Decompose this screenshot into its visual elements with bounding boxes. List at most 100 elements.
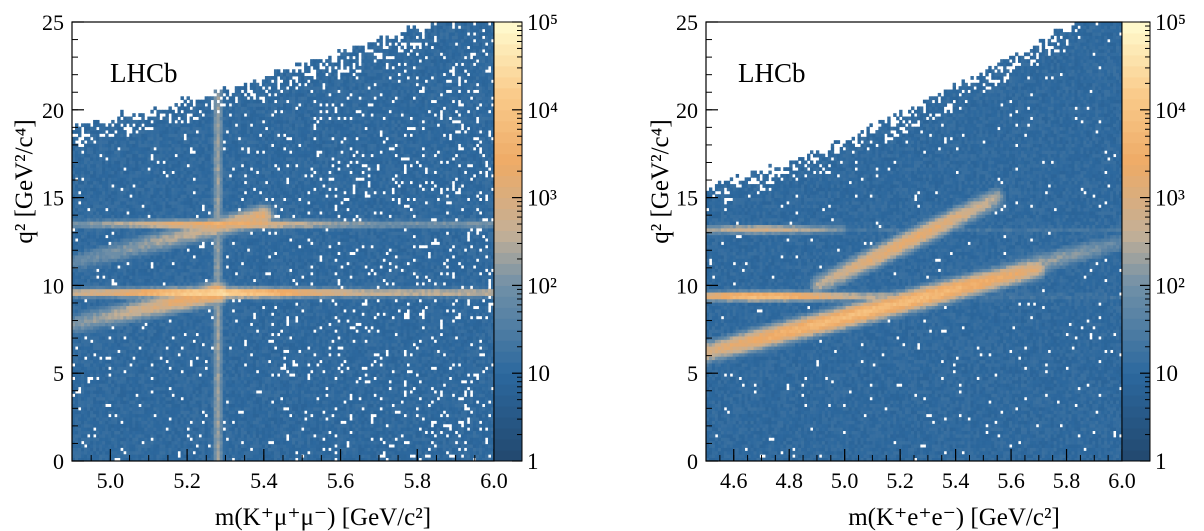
colorbar-segment: [494, 318, 522, 330]
colorbar-segment: [1122, 362, 1150, 374]
y-axis-title: q² [GeV²/c⁴]: [11, 119, 38, 243]
chart-panel-1: 5.0 5.2 5.4 5.6 5.8 6.0 0 5 10 15 20 25 m(K⁺μ⁺μ⁻) [G…: [11, 10, 558, 531]
y-tick-label: 0: [687, 449, 698, 474]
colorbar-segment: [494, 428, 522, 440]
colorbar-segment: [494, 439, 522, 451]
colorbar-segment: [1122, 428, 1150, 440]
x-tick-label: 5.6: [997, 468, 1025, 493]
y-tick-label: 5: [687, 361, 698, 386]
colorbar-segment: [494, 98, 522, 111]
y-tick-label: 0: [53, 449, 64, 474]
colorbar-segment: [1122, 164, 1150, 177]
colorbar-tick-label: 1: [1155, 449, 1167, 474]
colorbar-segment: [1122, 32, 1150, 45]
colorbar-segment: [494, 340, 522, 352]
colorbar-segment: [494, 208, 522, 221]
colorbar-tick-label: 1: [527, 449, 539, 474]
y-tick-label: 20: [676, 98, 698, 123]
colorbar-segment: [494, 285, 522, 297]
colorbar-frame: [1121, 21, 1151, 462]
x-tick-label: 5.2: [886, 468, 914, 493]
colorbar-segment: [1122, 153, 1150, 166]
colorbar-segment: [494, 142, 522, 155]
colorbar-segment: [494, 329, 522, 341]
colorbar: 1 10 10² 10³ 10⁴ 10⁵: [493, 10, 558, 474]
colorbar-segment: [1122, 65, 1150, 78]
x-tick-label: 6.0: [1108, 468, 1136, 493]
colorbar-tick-label: 10³: [527, 186, 557, 211]
colorbar-segment: [1122, 230, 1150, 242]
heatmap-cells: [706, 22, 1123, 462]
y-tick-label: 10: [676, 273, 698, 298]
x-tick-label: 5.8: [404, 468, 432, 493]
colorbar-segment: [1122, 120, 1150, 133]
colorbar-tick-label: 10²: [1155, 273, 1185, 298]
colorbar-tick-label: 10⁴: [527, 98, 558, 123]
colorbar: 1 10 10² 10³ 10⁴ 10⁵: [1121, 10, 1186, 474]
colorbar-segment: [1122, 87, 1150, 100]
colorbar-segment: [1122, 296, 1150, 308]
colorbar-segment: [494, 109, 522, 122]
colorbar-tick-label: 10: [1155, 361, 1178, 386]
y-tick-label: 10: [42, 273, 64, 298]
colorbar-segment: [1122, 373, 1150, 385]
x-tick-label: 4.6: [720, 468, 748, 493]
experiment-label: LHCb: [738, 58, 806, 88]
colorbar-segment: [494, 87, 522, 100]
colorbar-segment: [494, 186, 522, 199]
colorbar-segment: [1122, 340, 1150, 352]
colorbar-segment: [494, 120, 522, 133]
colorbar-tick-label: 10: [527, 361, 550, 386]
colorbar-tick-label: 10³: [1155, 186, 1185, 211]
colorbar-segment: [494, 230, 522, 242]
colorbar-segment: [1122, 329, 1150, 341]
y-tick-label: 25: [676, 10, 698, 35]
colorbar-segment: [494, 219, 522, 232]
colorbar-segment: [494, 32, 522, 45]
colorbar-frame: [493, 21, 523, 462]
colorbar-segment: [1122, 131, 1150, 144]
colorbar-segment: [1122, 208, 1150, 221]
x-axis-title: m(K⁺μ⁺μ⁻) [GeV/c²]: [215, 504, 431, 531]
colorbar-segment: [494, 153, 522, 166]
colorbar-segment: [1122, 450, 1150, 462]
colorbar-segment: [1122, 384, 1150, 396]
y-axis-title: q² [GeV²/c⁴]: [647, 119, 674, 243]
x-tick-label: 4.8: [775, 468, 803, 493]
chart-panel-2: 4.6 4.8 5.0 5.2 5.4 5.6 5.8 6.0 0 5 10 15 20 25 m(K⁺e⁺…: [647, 10, 1186, 531]
colorbar-segment: [494, 450, 522, 462]
y-tick-label: 15: [676, 186, 698, 211]
colorbar-segment: [1122, 274, 1150, 286]
colorbar-segment: [1122, 76, 1150, 89]
colorbar-segment: [494, 362, 522, 374]
colorbar-segment: [1122, 351, 1150, 363]
colorbar-segment: [1122, 307, 1150, 319]
colorbar-segment: [494, 65, 522, 78]
colorbar-segment: [494, 263, 522, 275]
colorbar-segment: [494, 417, 522, 429]
colorbar-segment: [494, 351, 522, 363]
colorbar-segment: [1122, 417, 1150, 429]
colorbar-segment: [1122, 439, 1150, 451]
colorbar-segment: [1122, 109, 1150, 122]
x-tick-label: 5.8: [1053, 468, 1081, 493]
colorbar-segment: [1122, 241, 1150, 253]
colorbar-segment: [1122, 406, 1150, 418]
colorbar-segment: [494, 76, 522, 89]
colorbar-segment: [494, 252, 522, 264]
colorbar-segment: [494, 307, 522, 319]
colorbar-segment: [494, 164, 522, 177]
x-tick-label: 5.6: [327, 468, 355, 493]
colorbar-segment: [494, 131, 522, 144]
colorbar-tick-label: 10²: [527, 273, 557, 298]
colorbar-segment: [494, 395, 522, 407]
y-tick-label: 5: [53, 361, 64, 386]
colorbar-segment: [1122, 252, 1150, 264]
colorbar-segment: [494, 373, 522, 385]
colorbar-segment: [1122, 285, 1150, 297]
y-tick-label: 25: [42, 10, 64, 35]
colorbar-segment: [494, 274, 522, 286]
colorbar-segment: [1122, 263, 1150, 275]
x-axis-title: m(K⁺e⁺e⁻) [GeV/c²]: [848, 504, 1060, 531]
colorbar-segment: [1122, 22, 1150, 34]
